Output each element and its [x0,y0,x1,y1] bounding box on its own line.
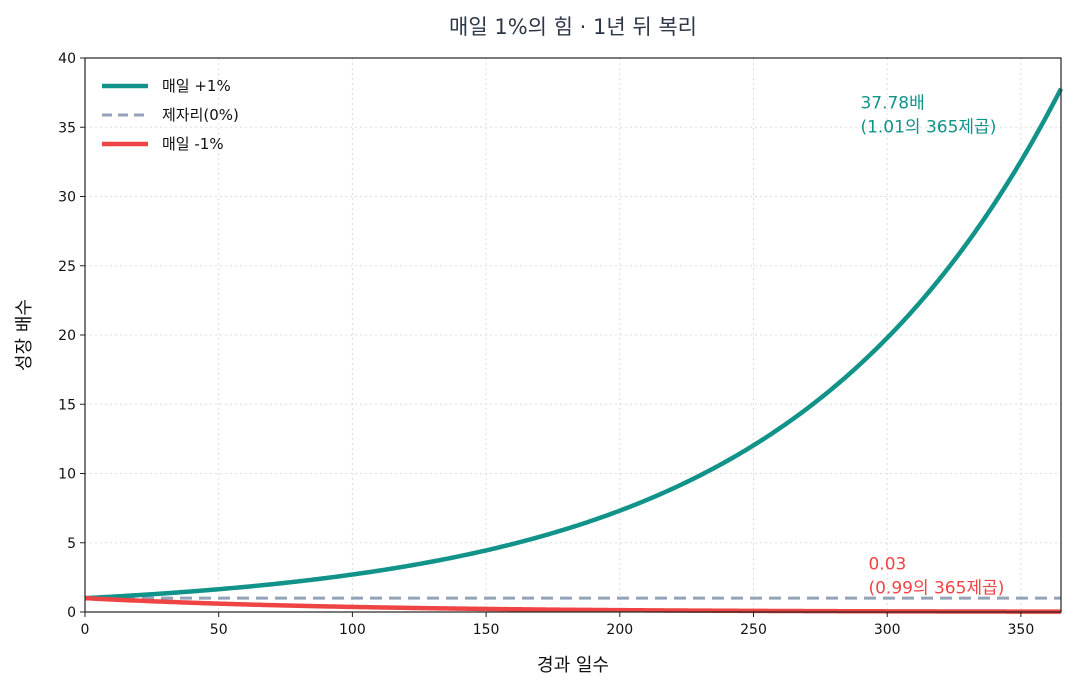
y-tick-label: 35 [58,120,76,136]
chart-title: 매일 1%의 힘 · 1년 뒤 복리 [449,15,697,39]
y-tick-label: 20 [58,328,76,344]
legend: 매일 +1% 제자리(0%) 매일 -1% [102,77,239,153]
x-tick-label: 350 [1008,622,1035,638]
annotation-note: (1.01의 365제곱) [860,118,996,138]
legend-label: 제자리(0%) [162,106,239,124]
x-tick-label: 250 [740,622,767,638]
x-tick-label: 50 [210,622,228,638]
series-layer [84,87,1063,614]
annotations: 37.78배 (1.01의 365제곱) 0.03 (0.99의 365제곱) [860,94,1004,599]
x-axis-label: 경과 일수 [537,655,609,676]
annotation-note: (0.99의 365제곱) [868,579,1004,599]
x-tick-label: 200 [606,622,633,638]
y-axis-label: 성장 배수 [14,299,35,371]
x-tick-label: 0 [81,622,90,638]
series-line [84,595,1062,614]
y-tick-label: 25 [58,259,76,275]
y-tick-label: 30 [58,190,76,206]
legend-label: 매일 -1% [162,135,224,153]
x-tick-label: 100 [339,622,366,638]
legend-label: 매일 +1% [162,77,231,95]
series-line [84,87,1063,601]
annotation-value: 0.03 [868,555,906,575]
y-tick-label: 5 [67,536,76,552]
x-tick-label: 150 [473,622,500,638]
y-tick-label: 40 [58,51,76,67]
y-tick-label: 0 [67,605,76,621]
y-tick-label: 15 [58,397,76,413]
annotation-value: 37.78배 [860,94,924,114]
axis-ticks: 0 50 100 150 200 250 300 350 0 5 10 15 20 25 30 35 40 [58,51,1034,638]
y-tick-label: 10 [58,467,76,483]
x-tick-label: 300 [874,622,901,638]
